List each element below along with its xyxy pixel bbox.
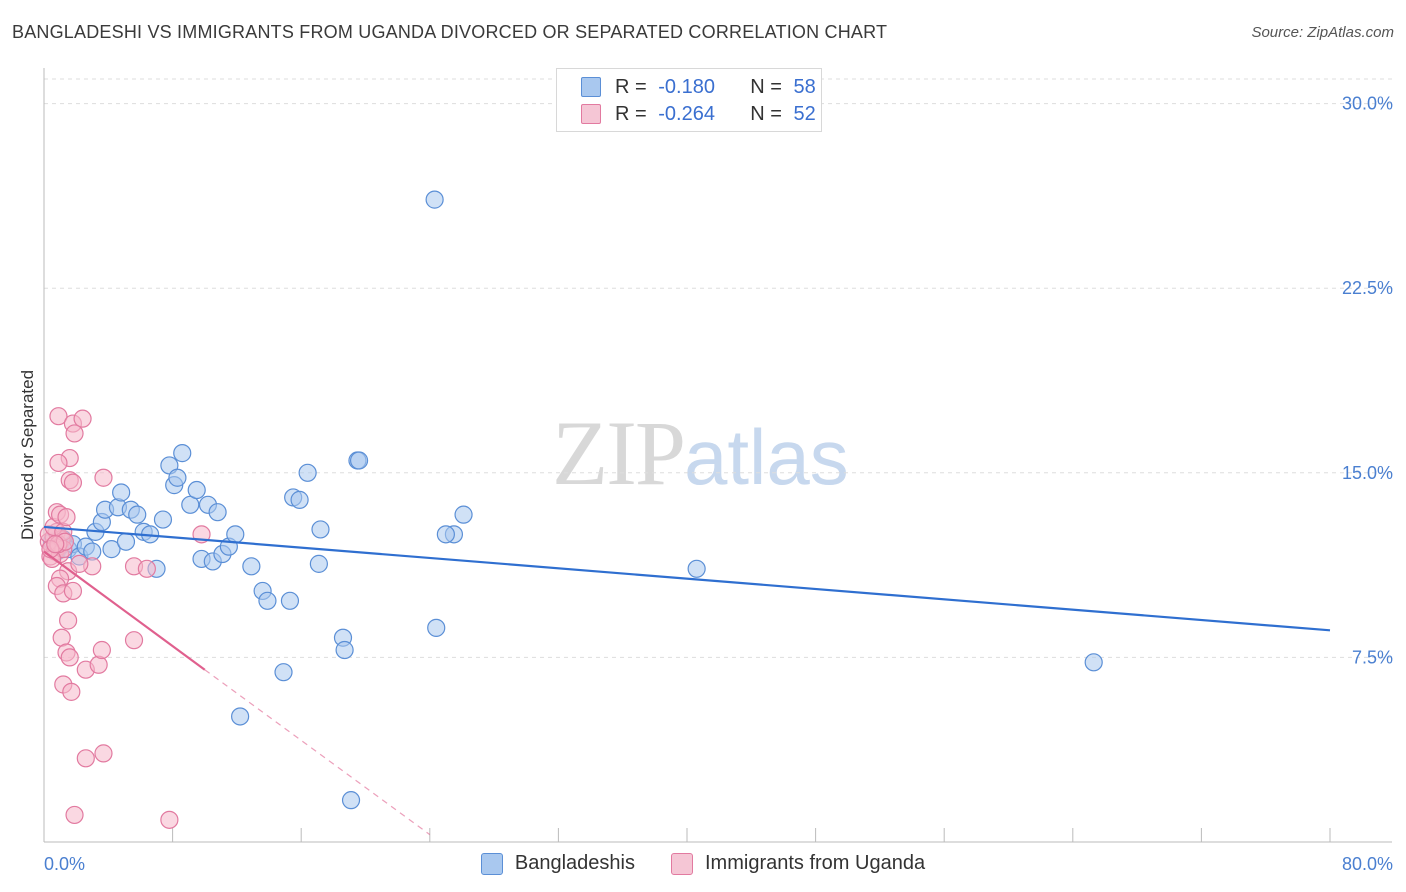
uganda-point: [63, 473, 83, 492]
bangladeshi-point: [425, 190, 444, 209]
watermark-atlas: atlas: [684, 413, 849, 501]
bangladeshi-point: [116, 532, 136, 551]
uganda-point: [63, 581, 83, 601]
legend-n-value: 52: [793, 102, 816, 125]
uganda-point: [137, 559, 156, 578]
bangladeshi-trend-line: [43, 525, 1331, 632]
bangladeshi-point: [335, 640, 354, 660]
bangladeshi-point: [309, 554, 328, 573]
watermark-zip: ZIP: [552, 402, 686, 504]
bangladeshi-point: [258, 591, 277, 610]
uganda-trend-extension: [204, 669, 431, 836]
legend-r-label: R =: [615, 102, 647, 125]
source-label: Source: ZipAtlas.com: [1251, 24, 1394, 41]
uganda-point: [60, 648, 79, 667]
uganda-point: [73, 409, 92, 428]
blue-swatch-icon: [480, 852, 503, 875]
legend-label: Immigrants from Uganda: [705, 852, 926, 874]
series-legend: Bangladeshis Immigrants from Uganda: [0, 852, 1406, 875]
legend-r-label: R =: [615, 75, 647, 98]
bangladeshi-point: [454, 505, 473, 524]
bangladeshi-point: [112, 483, 131, 502]
y-tick-label: 22.5%: [1342, 278, 1393, 298]
correlation-legend: R = -0.180 N = 58 R = -0.264 N = 52: [556, 68, 822, 132]
legend-item-uganda: Immigrants from Uganda: [671, 852, 925, 875]
bangladeshi-point: [687, 559, 706, 578]
bangladeshi-point: [1084, 653, 1103, 672]
bangladeshi-point: [290, 490, 309, 509]
bangladeshi-point: [274, 663, 293, 682]
uganda-point: [49, 407, 68, 426]
uganda-point: [59, 611, 78, 630]
uganda-point: [92, 640, 111, 660]
bangladeshi-point: [208, 503, 227, 522]
bangladeshi-point: [168, 468, 187, 487]
bangladeshi-point: [427, 618, 446, 637]
legend-r-value: -0.180: [658, 75, 715, 98]
bangladeshi-point: [280, 591, 300, 610]
bangladeshi-point: [349, 451, 369, 470]
uganda-point: [94, 468, 113, 487]
uganda-point: [65, 805, 84, 825]
legend-row-bangladeshis: R = -0.180 N = 58: [581, 74, 816, 100]
watermark: ZIPatlas: [552, 400, 849, 506]
uganda-point: [49, 453, 68, 473]
uganda-point: [57, 508, 76, 527]
data-points: [39, 190, 1103, 829]
bangladeshi-point: [173, 444, 192, 463]
bangladeshi-point: [153, 510, 173, 529]
blue-swatch-icon: [581, 77, 601, 97]
x-tick-label-max: 80.0%: [1342, 854, 1393, 874]
uganda-point: [94, 744, 113, 763]
bangladeshi-point: [436, 525, 455, 544]
uganda-trend-line: [43, 550, 206, 671]
uganda-point: [76, 749, 95, 768]
bangladeshi-point: [128, 505, 147, 524]
trend-lines: [43, 525, 1331, 836]
bangladeshi-point: [298, 463, 317, 482]
y-tick-label: 30.0%: [1342, 94, 1393, 114]
uganda-point: [65, 424, 84, 443]
axis-labels: 7.5% 15.0% 22.5% 30.0% 0.0% 80.0% Divorced or …: [18, 94, 1393, 874]
bangladeshi-point: [341, 791, 361, 810]
uganda-point: [62, 682, 81, 701]
legend-row-uganda: R = -0.264 N = 52: [581, 101, 816, 127]
bangladeshi-point: [311, 520, 330, 539]
legend-n-label: N =: [750, 75, 782, 98]
bangladeshi-point: [242, 557, 261, 576]
bangladeshi-point: [231, 707, 250, 726]
uganda-point: [160, 810, 179, 829]
y-tick-label: 15.0%: [1342, 463, 1393, 483]
bangladeshi-point: [226, 525, 245, 544]
legend-label: Bangladeshis: [514, 852, 635, 874]
chart-title: BANGLADESHI VS IMMIGRANTS FROM UGANDA DI…: [12, 22, 888, 42]
legend-r-value: -0.264: [658, 102, 715, 125]
legend-n-label: N =: [750, 102, 782, 125]
bangladeshi-point: [187, 480, 206, 500]
legend-n-value: 58: [793, 75, 816, 98]
uganda-point: [46, 535, 65, 554]
axes: [43, 68, 1392, 843]
legend-item-bangladeshis: Bangladeshis: [480, 852, 635, 875]
uganda-point: [70, 554, 89, 573]
y-axis-title: Divorced or Separated: [18, 370, 37, 540]
x-tick-label-min: 0.0%: [44, 854, 85, 874]
pink-swatch-icon: [671, 852, 693, 875]
uganda-point: [124, 631, 144, 650]
uganda-point: [89, 655, 108, 674]
bangladeshi-point: [102, 540, 121, 559]
y-tick-label: 7.5%: [1352, 647, 1393, 667]
pink-swatch-icon: [581, 104, 601, 124]
